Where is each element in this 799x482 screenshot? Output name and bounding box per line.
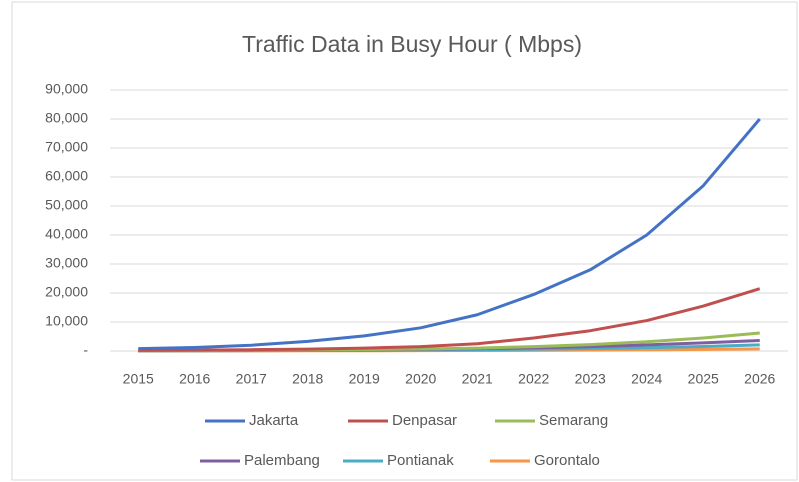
y-tick-label: 70,000 bbox=[45, 139, 88, 155]
chart-border bbox=[11, 1, 798, 481]
x-tick-label: 2019 bbox=[349, 371, 380, 387]
x-tick-label: 2024 bbox=[631, 371, 662, 387]
line-series bbox=[138, 287, 761, 352]
x-tick-label: 2026 bbox=[744, 371, 775, 387]
y-tick-label: 30,000 bbox=[45, 255, 88, 271]
y-tick-label: 90,000 bbox=[45, 81, 88, 97]
x-tick-label: 2015 bbox=[123, 371, 154, 387]
legend-label: Gorontalo bbox=[534, 452, 600, 469]
y-tick-label: 10,000 bbox=[45, 313, 88, 329]
chart-title: Traffic Data in Busy Hour ( Mbps) bbox=[242, 31, 582, 57]
legend-label: Palembang bbox=[244, 452, 320, 469]
legend-label: Semarang bbox=[539, 412, 608, 429]
legend-label: Denpasar bbox=[392, 412, 457, 429]
x-tick-label: 2017 bbox=[236, 371, 267, 387]
x-tick-label: 2020 bbox=[405, 371, 436, 387]
x-tick-label: 2023 bbox=[575, 371, 606, 387]
x-tick-label: 2016 bbox=[179, 371, 210, 387]
y-tick-label: - bbox=[83, 342, 88, 358]
y-tick-label: 60,000 bbox=[45, 168, 88, 184]
y-tick-label: 20,000 bbox=[45, 284, 88, 300]
x-tick-label: 2025 bbox=[688, 371, 719, 387]
line-series bbox=[138, 118, 761, 351]
legend-label: Pontianak bbox=[387, 452, 454, 469]
x-tick-label: 2022 bbox=[518, 371, 549, 387]
legend-label: Jakarta bbox=[249, 412, 299, 429]
x-tick-label: 2018 bbox=[292, 371, 323, 387]
y-tick-label: 50,000 bbox=[45, 197, 88, 213]
y-tick-label: 80,000 bbox=[45, 110, 88, 126]
y-tick-label: 40,000 bbox=[45, 226, 88, 242]
x-tick-label: 2021 bbox=[462, 371, 493, 387]
